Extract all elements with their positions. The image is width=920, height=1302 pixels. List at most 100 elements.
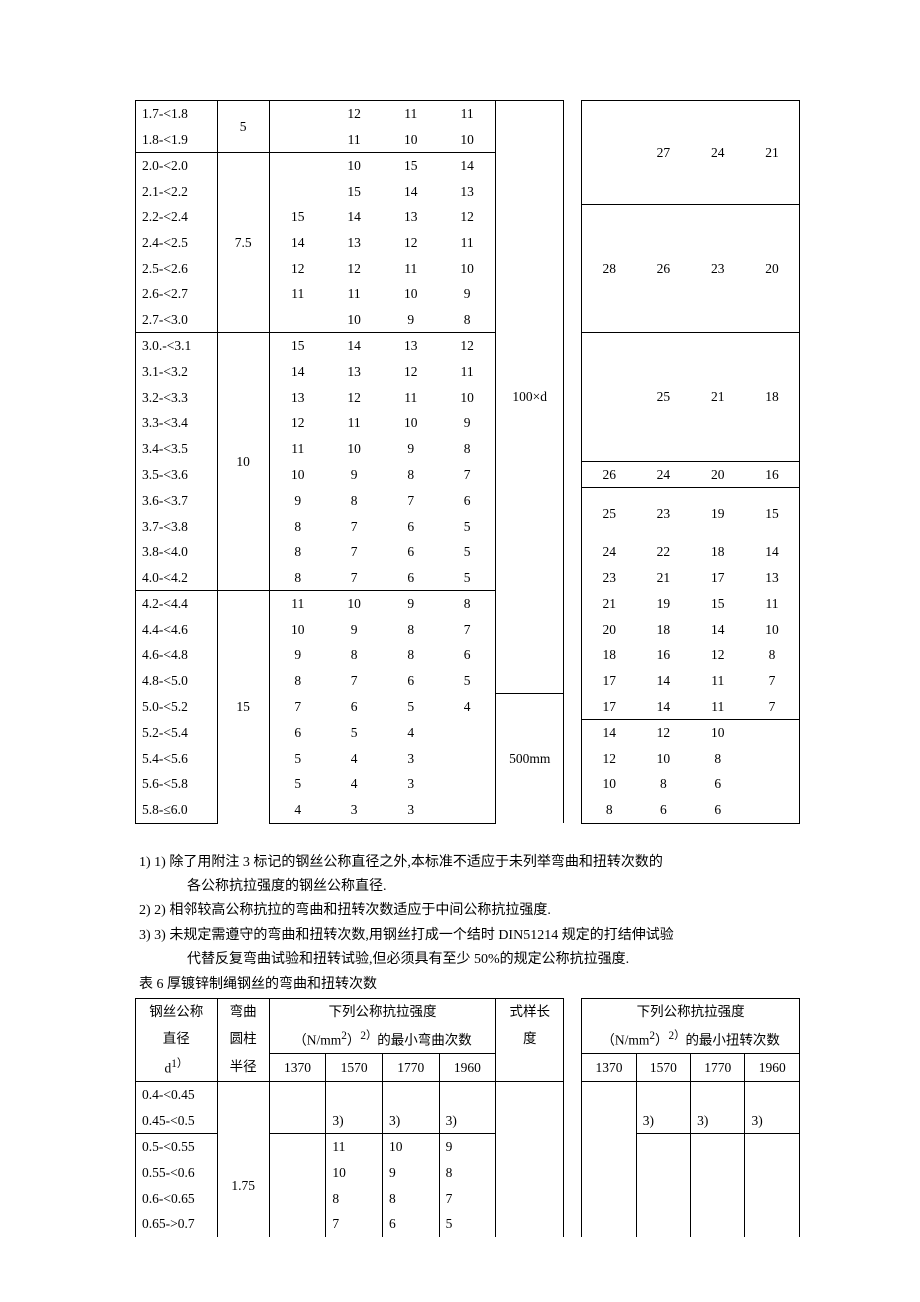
cell [269, 101, 326, 127]
cell: 25 [582, 488, 636, 539]
cell [691, 1186, 745, 1212]
cell: 20 [691, 461, 745, 488]
cell: 11 [382, 256, 439, 282]
cell: 3.7-<3.8 [136, 514, 218, 540]
head: 直径 [136, 1025, 218, 1054]
cell: 14 [745, 539, 800, 565]
cell: 9 [269, 642, 326, 668]
cell: 13 [382, 204, 439, 230]
cell: 9 [326, 461, 383, 488]
cell: 17 [582, 694, 636, 720]
cell: 7 [326, 514, 383, 540]
cell: 10 [745, 617, 800, 643]
note-2: 2) 2) 相邻较高公称抗拉的弯曲和扭转次数适应于中间公称抗拉强度. [139, 900, 800, 922]
cell: 6 [382, 565, 439, 591]
cell: 13 [326, 359, 383, 385]
cell: 6 [269, 720, 326, 746]
cell [636, 1211, 690, 1237]
cell: 9 [326, 617, 383, 643]
cell: 100×d [496, 101, 564, 694]
cell: 15 [217, 591, 269, 823]
cell: 23 [636, 488, 690, 539]
cell: 3) [691, 1108, 745, 1134]
cell: 7 [439, 1186, 496, 1212]
cell: 14 [582, 720, 636, 746]
cell [439, 771, 496, 797]
head: 1770 [691, 1053, 745, 1082]
cell: 10 [217, 333, 269, 591]
cell: 13 [269, 385, 326, 411]
cell: 12 [326, 101, 383, 127]
cell: 10 [326, 153, 383, 179]
cell: 7 [745, 694, 800, 720]
cell: 11 [439, 101, 496, 127]
cell: 6 [691, 797, 745, 823]
cell: 4.6-<4.8 [136, 642, 218, 668]
cell [691, 1134, 745, 1160]
cell: 11 [439, 359, 496, 385]
cell: 21 [691, 333, 745, 461]
cell: 12 [269, 256, 326, 282]
cell: 15 [745, 488, 800, 539]
cell: 11 [691, 668, 745, 694]
cell: 14 [326, 204, 383, 230]
cell: 8 [439, 436, 496, 462]
cell: 11 [326, 1134, 383, 1160]
cell: 8 [691, 746, 745, 772]
cell [582, 101, 636, 205]
cell [269, 179, 326, 205]
cell: 9 [439, 281, 496, 307]
cell [269, 127, 326, 153]
cell [636, 1186, 690, 1212]
cell [582, 1082, 636, 1134]
cell: 4.0-<4.2 [136, 565, 218, 591]
cell [745, 1134, 800, 1160]
head: 1570 [636, 1053, 690, 1082]
cell: 3.2-<3.3 [136, 385, 218, 411]
cell: 6 [636, 797, 690, 823]
cell: 14 [636, 668, 690, 694]
cell: 11 [269, 591, 326, 617]
cell: 27 [636, 101, 690, 205]
cell: 12 [439, 204, 496, 230]
cell: 21 [582, 591, 636, 617]
cell: 25 [636, 333, 690, 461]
cell: 18 [691, 539, 745, 565]
cell: 8 [326, 488, 383, 514]
cell: 8 [382, 461, 439, 488]
cell: 19 [691, 488, 745, 539]
cell: 10 [326, 591, 383, 617]
cell [745, 1082, 800, 1108]
cell: 5.0-<5.2 [136, 694, 218, 720]
cell: 0.6-<0.65 [136, 1186, 218, 1212]
cell: 4 [382, 720, 439, 746]
head: 下列公称抗拉强度 [269, 998, 496, 1024]
cell: 14 [269, 230, 326, 256]
cell: 6 [439, 488, 496, 514]
cell [745, 1211, 800, 1237]
cell [269, 307, 326, 333]
cell: 11 [326, 127, 383, 153]
cell: 9 [382, 436, 439, 462]
cell: 500mm [496, 694, 564, 823]
cell: 15 [382, 153, 439, 179]
cell: 7 [326, 1211, 383, 1237]
cell: 8 [439, 1160, 496, 1186]
cell: 5 [326, 720, 383, 746]
cell: 5 [269, 746, 326, 772]
cell [636, 1160, 690, 1186]
cell: 6 [382, 514, 439, 540]
cell [745, 797, 800, 823]
head [496, 1053, 564, 1082]
head: （N/mm2）2）的最小弯曲次数 [269, 1025, 496, 1054]
cell: 10 [636, 746, 690, 772]
cell [582, 1134, 636, 1160]
cell [745, 720, 800, 746]
cell: 11 [269, 436, 326, 462]
cell: 7 [326, 565, 383, 591]
cell: 21 [636, 565, 690, 591]
cell: 5.6-<5.8 [136, 771, 218, 797]
cell: 8 [636, 771, 690, 797]
cell: 5 [439, 514, 496, 540]
cell: 8 [582, 797, 636, 823]
